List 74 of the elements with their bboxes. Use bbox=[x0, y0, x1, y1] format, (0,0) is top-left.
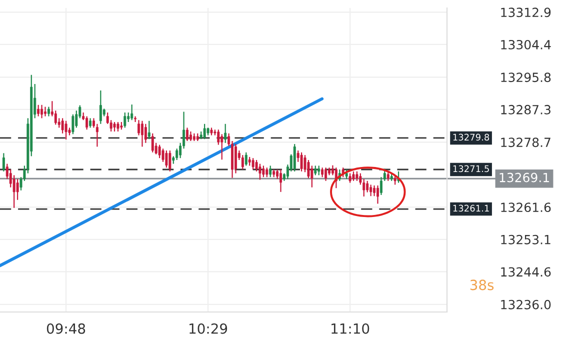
candlestick bbox=[86, 116, 88, 130]
candlestick bbox=[148, 120, 150, 140]
candlestick bbox=[151, 132, 154, 153]
candlestick bbox=[370, 184, 372, 197]
candlestick bbox=[262, 165, 265, 178]
candlestick bbox=[127, 112, 130, 123]
candlestick bbox=[144, 123, 147, 144]
ref-line-label: 13261.1 bbox=[453, 204, 489, 212]
y-tick-label: 13295.8 bbox=[501, 72, 551, 82]
candlestick bbox=[280, 168, 282, 192]
candlestick bbox=[40, 104, 44, 119]
candlestick bbox=[356, 170, 358, 182]
candlestick bbox=[348, 172, 352, 184]
candlestick bbox=[44, 106, 46, 117]
candlestick bbox=[189, 130, 192, 142]
ref-line-label: 13269.1 bbox=[500, 172, 549, 182]
candlestick bbox=[2, 152, 5, 172]
candlestick bbox=[176, 148, 178, 161]
candlestick bbox=[293, 143, 296, 172]
candlestick bbox=[16, 178, 19, 200]
y-tick-label: 13261.6 bbox=[501, 202, 551, 212]
candlestick bbox=[72, 114, 74, 135]
candlestick bbox=[241, 154, 244, 170]
candlestick bbox=[138, 120, 140, 136]
candlestick bbox=[186, 127, 188, 142]
candlestick bbox=[376, 184, 379, 204]
y-tick-label: 13244.6 bbox=[501, 267, 551, 277]
candlestick bbox=[64, 120, 68, 140]
y-tick-label: 13304.4 bbox=[501, 40, 551, 50]
x-tick-label: 11:10 bbox=[332, 323, 370, 334]
candlestick bbox=[47, 106, 50, 117]
candlestick bbox=[99, 90, 102, 124]
candlestick bbox=[266, 167, 268, 178]
candlestick bbox=[130, 104, 134, 121]
candlestick bbox=[134, 116, 137, 123]
candlestick bbox=[244, 152, 248, 166]
candlestick bbox=[300, 152, 303, 172]
candlestick bbox=[113, 121, 116, 132]
y-tick-label: 13236.0 bbox=[501, 300, 551, 310]
candlestick bbox=[89, 118, 92, 128]
candlestick bbox=[54, 110, 57, 126]
candlestick bbox=[366, 180, 369, 193]
y-tick-label: 13253.1 bbox=[501, 234, 550, 244]
candlestick bbox=[203, 123, 206, 140]
candlestick bbox=[234, 143, 237, 174]
text: 38s bbox=[470, 280, 494, 290]
ref-line-label: 13271.5 bbox=[453, 165, 489, 172]
candlestick bbox=[252, 158, 254, 170]
x-tick-label: 09:48 bbox=[46, 323, 86, 334]
candlestick bbox=[140, 120, 144, 148]
y-tick-label: 13287.3 bbox=[501, 104, 550, 114]
candlestick bbox=[373, 184, 376, 197]
candlestick bbox=[220, 134, 224, 160]
x-tick-label: 10:29 bbox=[190, 323, 228, 334]
candlestick bbox=[224, 123, 227, 144]
candlestick bbox=[37, 104, 40, 117]
candlestick bbox=[269, 165, 272, 178]
candlestick bbox=[324, 167, 328, 182]
candlestick bbox=[318, 165, 320, 176]
candlestick bbox=[258, 163, 262, 180]
candlestick bbox=[352, 170, 355, 182]
ref-line-label: 13279.8 bbox=[453, 134, 490, 141]
candlestick bbox=[168, 150, 172, 172]
y-tick-label: 13312.9 bbox=[501, 8, 551, 18]
candlestick bbox=[116, 121, 120, 132]
candlestick bbox=[165, 150, 168, 168]
candlestick bbox=[158, 144, 161, 159]
candlestick bbox=[394, 174, 396, 186]
candlestick bbox=[345, 168, 348, 180]
y-tick-label: 13278.7 bbox=[501, 138, 550, 148]
candlestick bbox=[124, 112, 126, 128]
candlestick bbox=[314, 165, 317, 176]
candlestick bbox=[386, 170, 390, 182]
candlestick bbox=[321, 167, 324, 178]
